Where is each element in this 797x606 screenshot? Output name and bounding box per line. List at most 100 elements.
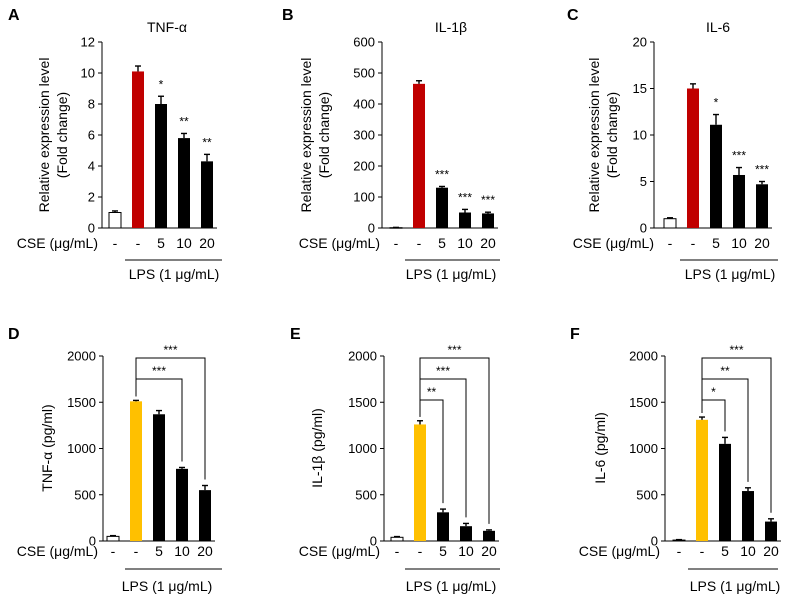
y-tick-label: 600 xyxy=(353,35,375,50)
bracket-label: ** xyxy=(720,364,730,378)
x-category-label: 10 xyxy=(458,543,474,559)
significance-label: ** xyxy=(202,135,212,149)
x-category-label: 10 xyxy=(176,235,192,251)
bar xyxy=(663,218,677,229)
x-category-label: 20 xyxy=(197,543,213,559)
y-tick-label: 0 xyxy=(651,534,658,549)
y-tick-label: 1000 xyxy=(629,441,658,456)
bar xyxy=(413,83,425,228)
group-label-lps: LPS (1 μg/mL) xyxy=(129,266,220,282)
bar xyxy=(153,414,165,541)
y-tick-label: 0 xyxy=(368,221,375,236)
x-category-label: 10 xyxy=(174,543,190,559)
y-tick-label: 2000 xyxy=(348,349,377,364)
y-tick-label: 1500 xyxy=(67,395,96,410)
bar xyxy=(460,526,472,541)
group-label-lps: LPS (1 μg/mL) xyxy=(685,266,776,282)
x-category-label: - xyxy=(111,543,116,559)
bar xyxy=(414,424,426,541)
bracket-label: *** xyxy=(152,364,166,378)
bar xyxy=(719,443,731,541)
x-category-label: 20 xyxy=(481,543,497,559)
bar xyxy=(390,536,404,542)
y-tick-label: 500 xyxy=(355,487,377,502)
y-axis-label: Relative expression level xyxy=(36,58,52,213)
y-tick-label: 100 xyxy=(353,190,375,205)
y-tick-label: 15 xyxy=(633,81,647,96)
x-category-label: 20 xyxy=(763,543,779,559)
x-category-label: - xyxy=(113,235,118,251)
x-category-label: - xyxy=(134,543,139,559)
group-label-lps: LPS (1 μg/mL) xyxy=(690,578,781,594)
y-axis-label: IL-1β (pg/ml) xyxy=(309,408,325,488)
x-category-label: - xyxy=(395,543,400,559)
comparison-bracket xyxy=(701,357,772,513)
x-category-label: - xyxy=(418,543,423,559)
row-label-cse: CSE (μg/mL) xyxy=(579,543,660,559)
bar xyxy=(696,419,708,541)
y-axis-label: (Fold change) xyxy=(316,92,332,178)
x-category-label: 5 xyxy=(721,543,729,559)
significance-label: * xyxy=(159,77,164,91)
bar xyxy=(482,213,494,228)
bar xyxy=(178,138,190,228)
y-tick-label: 1500 xyxy=(348,395,377,410)
x-category-label: 10 xyxy=(731,235,747,251)
x-category-label: 5 xyxy=(439,543,447,559)
y-tick-label: 6 xyxy=(88,128,95,143)
y-tick-label: 8 xyxy=(88,97,95,112)
significance-label: ** xyxy=(179,114,189,128)
y-axis-label: (Fold change) xyxy=(54,92,70,178)
row-label-cse: CSE (μg/mL) xyxy=(299,543,380,559)
y-axis-label: TNF-α (pg/ml) xyxy=(39,404,55,491)
panel-letter: F xyxy=(570,326,580,343)
bar xyxy=(765,521,777,541)
bracket-label: ** xyxy=(427,385,437,399)
y-tick-label: 1500 xyxy=(629,395,658,410)
y-tick-label: 500 xyxy=(74,487,96,502)
bar xyxy=(176,468,188,541)
row-label-cse: CSE (μg/mL) xyxy=(17,543,98,559)
bar xyxy=(201,161,213,228)
bar xyxy=(459,212,471,228)
chart-title: IL-6 xyxy=(706,19,730,35)
row-label-cse: CSE (μg/mL) xyxy=(299,235,380,251)
y-tick-label: 10 xyxy=(633,128,647,143)
y-tick-label: 10 xyxy=(81,66,95,81)
y-tick-label: 0 xyxy=(89,534,96,549)
panel-c: C IL-6 0 5 10 15 20 Relative expression level (F… xyxy=(567,7,778,282)
x-category-label: - xyxy=(691,235,696,251)
y-tick-label: 300 xyxy=(353,128,375,143)
group-label-lps: LPS (1 μg/mL) xyxy=(406,578,497,594)
bar xyxy=(483,530,495,541)
x-category-label: - xyxy=(677,543,682,559)
comparison-bracket xyxy=(419,357,490,524)
comparison-bracket xyxy=(135,357,206,480)
y-axis-label: IL-6 (pg/ml) xyxy=(592,412,608,484)
y-tick-label: 400 xyxy=(353,97,375,112)
y-axis-label: (Fold change) xyxy=(604,92,620,178)
y-tick-label: 500 xyxy=(636,487,658,502)
significance-label: *** xyxy=(458,190,472,204)
bar xyxy=(742,491,754,541)
x-category-label: 20 xyxy=(754,235,770,251)
group-label-lps: LPS (1 μg/mL) xyxy=(406,266,497,282)
x-category-label: - xyxy=(700,543,705,559)
y-tick-label: 0 xyxy=(370,534,377,549)
y-tick-label: 4 xyxy=(88,159,95,174)
panel-letter: C xyxy=(567,7,579,24)
bar xyxy=(132,71,144,228)
bar xyxy=(733,174,745,228)
y-tick-label: 1000 xyxy=(67,441,96,456)
y-tick-label: 2 xyxy=(88,190,95,205)
x-category-label: 5 xyxy=(712,235,720,251)
panel-b: B IL-1β 0 100 200 300 400 500 600 Relative expres… xyxy=(282,7,500,282)
significance-label: *** xyxy=(435,167,449,181)
y-tick-label: 2000 xyxy=(629,349,658,364)
bar xyxy=(756,184,768,228)
y-tick-label: 20 xyxy=(633,35,647,50)
x-category-label: 20 xyxy=(199,235,215,251)
bar xyxy=(106,535,120,542)
